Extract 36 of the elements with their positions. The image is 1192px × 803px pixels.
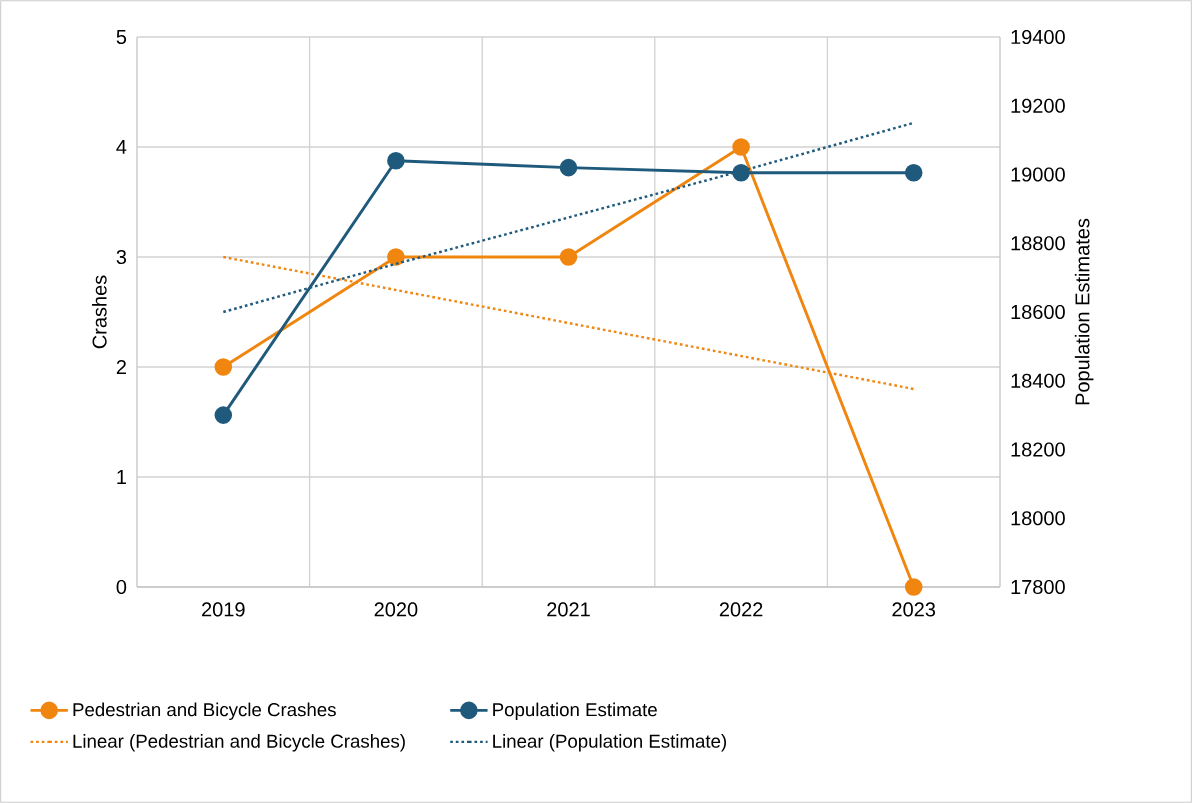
point xyxy=(214,406,233,424)
point xyxy=(387,151,405,170)
y2-tick-label: 17800 xyxy=(1011,579,1065,595)
x-tick-label: 2019 xyxy=(202,602,245,617)
legend-label: Linear (Pedestrian and Bicycle Crashes) xyxy=(73,734,405,752)
y-tick-label: 2 xyxy=(116,360,126,374)
legend-label: Population Estimate xyxy=(493,702,657,720)
legend-label: Pedestrian and Bicycle Crashes xyxy=(73,702,336,720)
y-tick-label: 4 xyxy=(116,140,127,154)
y-tick-label: 3 xyxy=(116,249,127,265)
x-tick-label: 2020 xyxy=(374,602,418,617)
y2-tick-label: 18400 xyxy=(1011,373,1065,388)
legend-label: Linear (Population Estimate) xyxy=(493,734,727,752)
y2-tick-label: 19000 xyxy=(1011,167,1065,182)
point xyxy=(559,158,578,177)
point xyxy=(904,578,923,596)
y2-tick-label: 18600 xyxy=(1011,304,1065,320)
y-tick-label: 0 xyxy=(116,579,127,595)
point xyxy=(732,138,750,156)
y2-tick-label: 19200 xyxy=(1011,98,1065,113)
x-tick-label: 2021 xyxy=(547,602,590,617)
y2-tick-label: 18800 xyxy=(1011,236,1065,251)
point xyxy=(732,163,750,182)
point xyxy=(559,248,578,266)
x-tick-label: 2023 xyxy=(892,602,936,617)
x-tick-label: 2022 xyxy=(719,602,763,617)
y-tick-label: 1 xyxy=(117,470,126,484)
y2-axis-title: Population Estimates xyxy=(1074,218,1094,405)
y2-tick-label: 18200 xyxy=(1011,442,1065,457)
point xyxy=(387,248,405,266)
y2-tick-label: 19400 xyxy=(1011,29,1065,45)
y2-tick-label: 18000 xyxy=(1011,511,1065,526)
y-tick-label: 5 xyxy=(116,30,127,44)
y-axis-title: Crashes xyxy=(91,275,107,349)
point xyxy=(904,163,923,182)
point xyxy=(214,358,233,376)
